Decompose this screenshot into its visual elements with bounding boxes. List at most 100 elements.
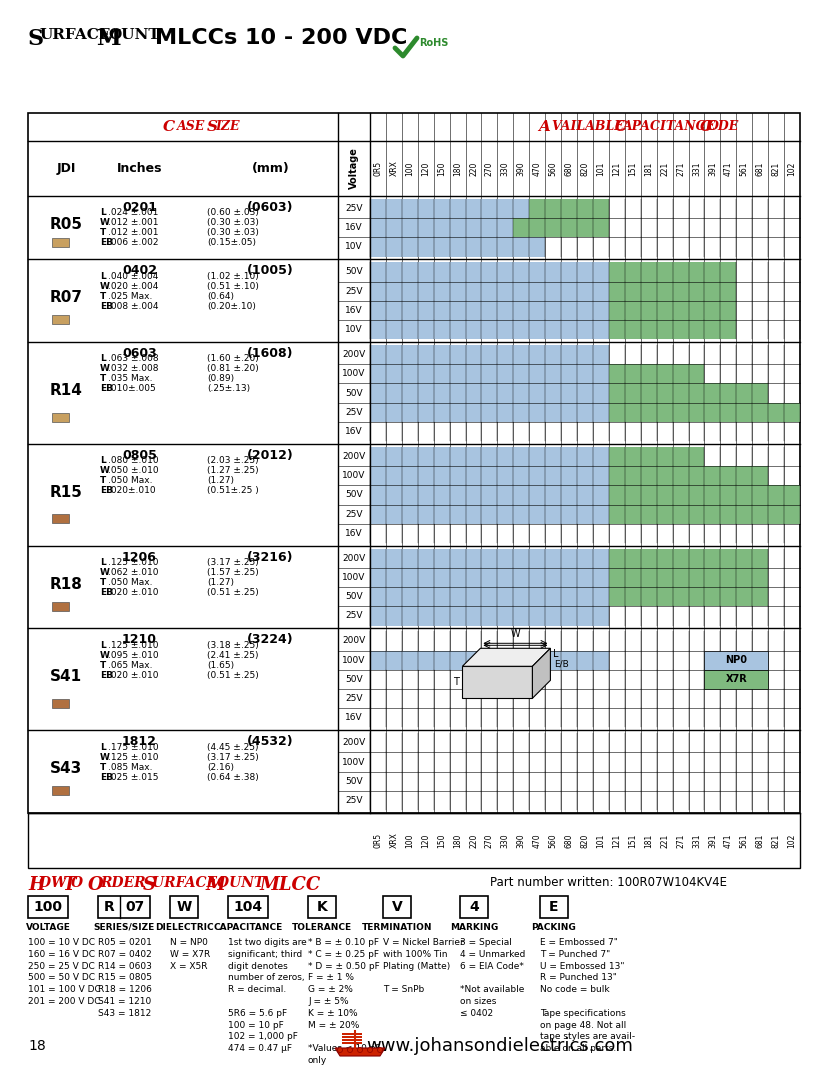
Text: URFACE: URFACE	[40, 28, 112, 42]
Bar	[608, 364, 704, 383]
Text: EB: EB	[100, 238, 112, 248]
Text: E = Embossed 7"
T = Punched 7"
U = Embossed 13"
R = Punched 13"
No code = bulk

: E = Embossed 7" T = Punched 7" U = Embos…	[539, 938, 634, 1053]
Text: O: O	[88, 876, 103, 894]
Text: 681: 681	[755, 161, 764, 176]
Text: C: C	[699, 120, 711, 134]
Text: 200V: 200V	[342, 637, 366, 645]
Text: 25V: 25V	[345, 509, 362, 519]
Bar	[608, 485, 799, 504]
Text: 821: 821	[771, 833, 780, 848]
Bar	[370, 568, 608, 587]
Text: VAILABLE: VAILABLE	[552, 121, 628, 134]
Bar	[28, 813, 799, 868]
Text: 16V: 16V	[345, 713, 362, 722]
Text: .032 ±.008: .032 ±.008	[108, 364, 158, 374]
Text: 100 = 10 V DC
160 = 16 V DC
250 = 25 V DC
500 = 50 V DC
101 = 100 V DC
201 = 200: 100 = 10 V DC 160 = 16 V DC 250 = 25 V D…	[28, 938, 101, 1006]
Text: .020±.010: .020±.010	[108, 486, 155, 496]
Text: 331: 331	[691, 161, 700, 176]
Text: .020 ±.010: .020 ±.010	[108, 671, 158, 680]
Text: A: A	[538, 120, 549, 134]
Text: 3 = Special
4 = Unmarked
6 = EIA Code*

*Not available
on sizes
≤ 0402: 3 = Special 4 = Unmarked 6 = EIA Code* *…	[460, 938, 525, 1018]
Text: MLCC: MLCC	[260, 876, 321, 894]
Text: .125 ±.010: .125 ±.010	[108, 559, 158, 567]
Polygon shape	[532, 648, 550, 698]
Bar	[539, 896, 567, 918]
Bar	[608, 587, 767, 607]
Text: 10V: 10V	[345, 325, 362, 334]
Text: L: L	[100, 272, 106, 281]
Text: .025 Max.: .025 Max.	[108, 292, 152, 301]
Text: 25V: 25V	[345, 694, 362, 703]
Text: 104: 104	[233, 900, 262, 914]
Text: T: T	[100, 476, 106, 485]
Bar	[704, 670, 767, 689]
Text: 50V: 50V	[345, 593, 362, 601]
Text: M: M	[96, 28, 121, 50]
Text: (0.30 ±.03): (0.30 ±.03)	[207, 218, 259, 227]
Text: 1812: 1812	[122, 735, 157, 749]
Text: JDI: JDI	[56, 162, 75, 175]
Text: V = Nickel Barrier
with 100% Tin
Plating (Matte)

T = SnPb: V = Nickel Barrier with 100% Tin Plating…	[383, 938, 463, 994]
Text: 25V: 25V	[345, 286, 362, 296]
Text: W: W	[100, 568, 110, 577]
Bar	[370, 485, 608, 504]
Bar	[370, 237, 544, 256]
Text: ODE: ODE	[707, 121, 739, 134]
Text: (0.51 ±.10): (0.51 ±.10)	[207, 282, 259, 290]
Text: O: O	[71, 876, 88, 890]
Text: 200V: 200V	[342, 738, 366, 748]
Text: 470: 470	[532, 161, 541, 176]
Text: V: V	[391, 900, 402, 914]
Text: 101: 101	[595, 833, 605, 848]
Text: 50V: 50V	[345, 776, 362, 786]
Text: .050 Max.: .050 Max.	[108, 578, 152, 587]
Text: MLCCs 10 - 200 VDC: MLCCs 10 - 200 VDC	[155, 28, 407, 48]
Text: 16V: 16V	[345, 529, 362, 538]
Bar	[342, 1033, 361, 1035]
Text: (1.27 ±.25): (1.27 ±.25)	[207, 467, 258, 475]
Text: S41: S41	[50, 669, 82, 684]
Circle shape	[367, 1048, 372, 1052]
Bar	[608, 504, 799, 523]
Circle shape	[337, 1048, 342, 1052]
Text: 50V: 50V	[345, 490, 362, 500]
Text: 0R5: 0R5	[373, 833, 382, 848]
Text: .085 Max.: .085 Max.	[108, 763, 152, 772]
Text: EB: EB	[100, 588, 112, 597]
Text: 181: 181	[643, 833, 653, 848]
Text: (3216): (3216)	[247, 551, 294, 564]
Text: 121: 121	[612, 161, 620, 175]
Bar	[370, 364, 608, 383]
Text: 680: 680	[564, 161, 573, 176]
Text: 1210: 1210	[122, 633, 157, 646]
Bar	[227, 896, 268, 918]
Text: 50V: 50V	[345, 267, 362, 277]
Bar	[704, 650, 767, 670]
Bar	[52, 602, 69, 611]
Text: 100V: 100V	[342, 757, 366, 767]
Text: R05: R05	[50, 217, 83, 233]
Text: .050 ±.010: .050 ±.010	[108, 467, 159, 475]
Text: W: W	[510, 629, 519, 640]
Text: S: S	[207, 120, 218, 134]
Bar	[608, 301, 735, 320]
Circle shape	[357, 1048, 362, 1052]
Text: 101: 101	[595, 161, 605, 176]
Bar	[383, 896, 410, 918]
Text: T: T	[100, 292, 106, 301]
Text: K: K	[316, 900, 327, 914]
Text: 18: 18	[28, 1039, 45, 1053]
Text: (1.02 ±.10): (1.02 ±.10)	[207, 272, 258, 281]
Text: 220: 220	[468, 833, 477, 848]
Bar	[370, 549, 608, 568]
Text: .024 ±.001: .024 ±.001	[108, 208, 158, 218]
Text: (.25±.13): (.25±.13)	[207, 384, 250, 393]
Text: L: L	[100, 742, 106, 752]
Text: 820: 820	[580, 161, 589, 176]
Text: APACITANCE: APACITANCE	[622, 121, 719, 134]
Text: 270: 270	[485, 161, 494, 176]
Bar	[52, 315, 69, 325]
Text: (0.51±.25 ): (0.51±.25 )	[207, 486, 258, 496]
Text: .008 ±.004: .008 ±.004	[108, 302, 158, 311]
Text: EB: EB	[100, 773, 112, 782]
